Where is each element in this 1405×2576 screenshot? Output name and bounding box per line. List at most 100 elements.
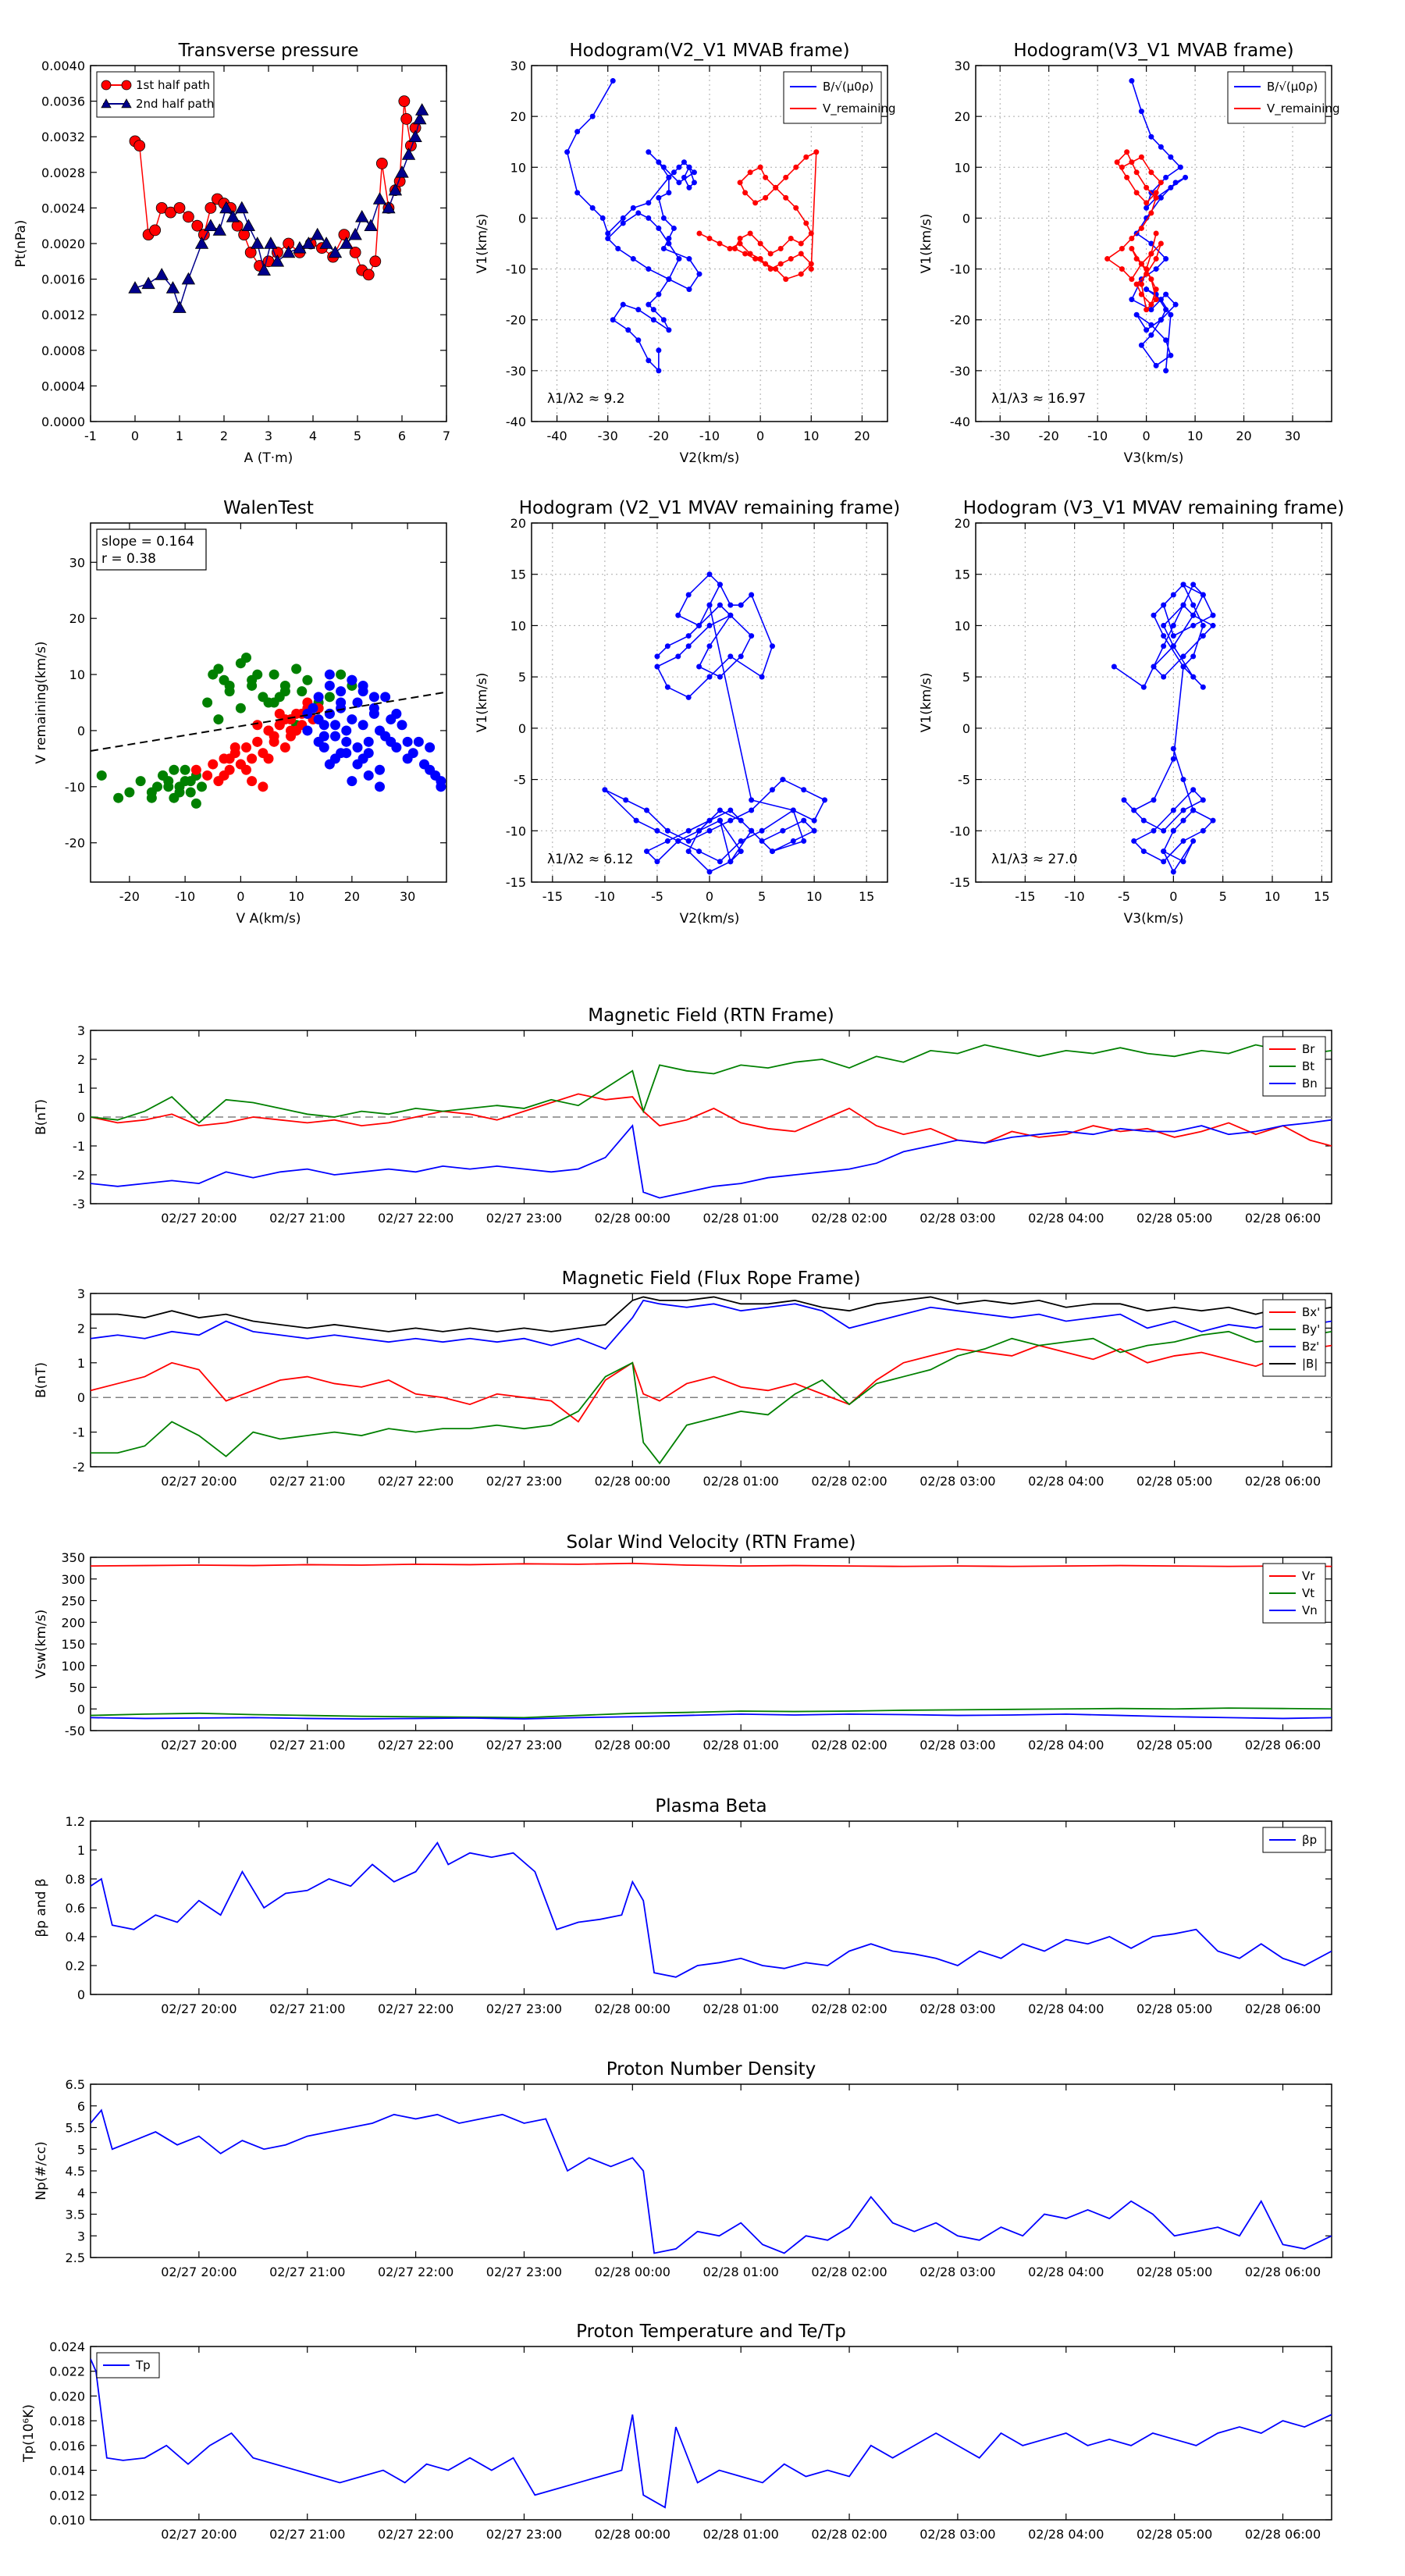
data-point	[1180, 817, 1186, 824]
y-tick-label: 0	[77, 1390, 85, 1405]
y-tick-label: 0	[518, 211, 526, 226]
data-point	[425, 742, 436, 753]
data-point	[401, 148, 416, 160]
data-point	[408, 130, 422, 143]
y-tick-label: 0.0012	[41, 308, 85, 322]
x-tick-label: -30	[990, 429, 1010, 443]
data-point	[685, 592, 692, 598]
data-point	[1144, 266, 1150, 272]
series-group	[91, 2358, 1332, 2509]
data-point	[291, 725, 302, 736]
data-point	[274, 720, 285, 731]
plot-frame	[90, 1293, 1332, 1468]
data-point	[656, 368, 662, 374]
x-tick-label: 02/28 06:00	[1245, 1738, 1321, 1752]
data-point	[660, 317, 667, 323]
x-tick-label: -5	[651, 889, 663, 904]
data-point	[1114, 159, 1120, 165]
plot-frame	[90, 1557, 1332, 1731]
data-point	[664, 684, 670, 690]
y-tick-label: 0.0040	[41, 59, 85, 73]
legend-label: |B|	[1302, 1357, 1318, 1371]
data-point	[407, 748, 418, 759]
data-point	[1170, 756, 1176, 762]
y-tick-label: 100	[61, 1659, 85, 1674]
data-point	[1153, 194, 1159, 201]
data-point	[190, 798, 201, 809]
y-tick-label: -10	[950, 262, 970, 277]
series-group	[91, 653, 446, 809]
data-point	[1200, 684, 1206, 690]
data-point	[749, 827, 755, 834]
y-tick-label: 4.5	[66, 2164, 85, 2179]
data-point	[664, 827, 670, 834]
x-tick-label: 30	[1285, 429, 1300, 443]
data-point	[281, 245, 296, 258]
data-point	[790, 807, 796, 813]
x-tick-label: 02/28 06:00	[1245, 2001, 1321, 2016]
y-tick-label: 0	[77, 1987, 85, 2002]
data-point	[1180, 664, 1186, 670]
data-point	[247, 753, 258, 764]
x-tick-label: 02/28 06:00	[1245, 1474, 1321, 1489]
legend-box	[1227, 71, 1326, 124]
data-point	[801, 838, 807, 844]
data-point	[717, 602, 723, 608]
data-point	[676, 164, 682, 170]
data-point	[769, 849, 775, 855]
data-point	[291, 664, 302, 674]
data-point	[788, 235, 794, 241]
x-tick-label: -10	[1087, 429, 1108, 443]
plot-frame	[90, 65, 447, 422]
data-point	[158, 770, 169, 781]
data-point	[229, 742, 240, 753]
data-point	[204, 219, 218, 232]
data-point	[1172, 301, 1179, 308]
y-tick-label: 15	[510, 568, 526, 582]
y-tick-label: -2	[73, 1168, 85, 1183]
data-point	[706, 643, 713, 649]
y-axis-label: V1(km/s)	[475, 673, 490, 733]
y-tick-label: 0.024	[49, 2339, 85, 2354]
data-point	[1138, 225, 1144, 231]
y-tick-label: 200	[61, 1615, 85, 1630]
data-point	[1172, 180, 1179, 186]
data-point	[340, 237, 354, 249]
y-axis-label: Tp(10⁶K)	[21, 2404, 37, 2463]
x-tick-label: -10	[175, 889, 195, 904]
legend-box	[783, 71, 882, 124]
chart-walen: -20 -10 0 10 20 30 -20 -10 0 10 20 30 WalenTest V A(k…	[34, 498, 447, 927]
y-tick-label: 5	[962, 670, 970, 685]
data-point	[1161, 633, 1167, 639]
data-point	[706, 827, 713, 834]
legend-label: Vr	[1302, 1569, 1315, 1583]
data-point	[357, 680, 368, 691]
data-point	[311, 227, 325, 240]
legend-marker	[121, 80, 132, 91]
data-point	[666, 190, 672, 196]
series-group	[564, 78, 820, 374]
data-point	[152, 781, 162, 792]
data-point	[1200, 633, 1206, 639]
x-tick-label: 0	[131, 429, 139, 443]
data-point	[717, 240, 723, 247]
x-tick-label: -20	[119, 889, 140, 904]
series-group	[91, 1296, 1332, 1465]
data-point	[666, 235, 672, 241]
y-axis-label: Pt(nPa)	[13, 220, 29, 268]
fit-line	[91, 691, 446, 753]
data-point	[1190, 787, 1197, 793]
data-point	[226, 209, 240, 222]
y-tick-label: -1	[73, 1425, 85, 1440]
x-tick-label: 02/28 03:00	[919, 2527, 995, 2542]
data-point	[738, 817, 744, 824]
data-point	[1119, 266, 1125, 272]
data-point	[124, 787, 135, 798]
data-point	[1129, 297, 1135, 303]
data-point	[696, 230, 702, 237]
data-point	[1140, 849, 1147, 855]
data-point	[1170, 869, 1176, 875]
data-point	[1138, 281, 1144, 287]
data-point	[1153, 297, 1159, 303]
